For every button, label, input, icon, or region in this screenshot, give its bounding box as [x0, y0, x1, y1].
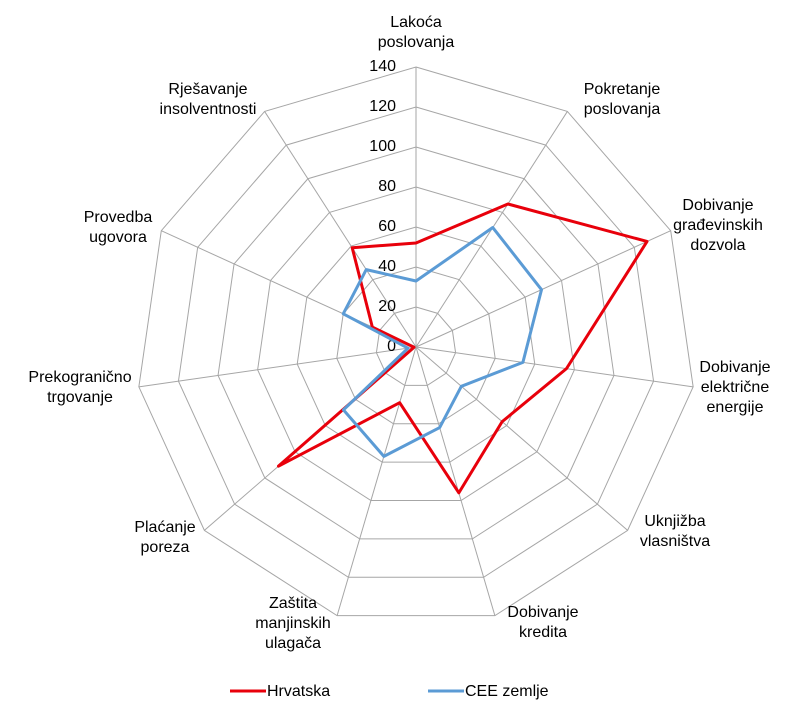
category-label: Rješavanje insolventnosti	[159, 81, 257, 118]
tick-label: 140	[369, 58, 396, 75]
category-label: Pokretanje poslovanja	[583, 81, 661, 118]
spoke	[415, 346, 694, 388]
category-label: Dobivanje građevinskih dozvola	[673, 197, 763, 254]
category-label: Prekogranično trgovanje	[28, 369, 132, 406]
grid-line	[296, 226, 536, 463]
tick-label: 80	[378, 178, 396, 195]
spoke	[138, 346, 417, 388]
category-label: Dobivanje električne energije	[699, 359, 771, 416]
grid-line	[217, 146, 615, 540]
tick-label: 60	[378, 218, 396, 235]
tick-label: 40	[378, 258, 396, 275]
tick-label: 120	[369, 98, 396, 115]
tick-label: 100	[369, 138, 396, 155]
grid-line	[336, 266, 496, 425]
tick-label: 0	[387, 338, 396, 355]
category-label: Lakoća poslovanja	[377, 14, 455, 51]
category-label: Dobivanje kredita	[507, 604, 579, 641]
grid-line	[177, 106, 655, 578]
category-label: Uknjižba vlasništva	[639, 513, 711, 550]
legend-label: CEE zemlje	[465, 683, 549, 700]
grid-line	[138, 66, 694, 617]
spoke	[415, 230, 671, 348]
spoke	[415, 346, 628, 531]
category-label: Provedba ugovora	[83, 209, 153, 246]
spoke	[336, 346, 417, 616]
grid-line	[375, 306, 457, 386]
tick-label: 20	[378, 298, 396, 315]
category-label: Plaćanje poreza	[134, 519, 196, 556]
spoke	[415, 346, 496, 616]
series-line	[276, 202, 649, 495]
category-label: Zaštita manjinskih ulagača	[255, 595, 331, 652]
spoke	[264, 111, 417, 348]
grid-line	[257, 186, 575, 502]
legend-label: Hrvatska	[267, 683, 330, 700]
series-line	[341, 226, 544, 458]
